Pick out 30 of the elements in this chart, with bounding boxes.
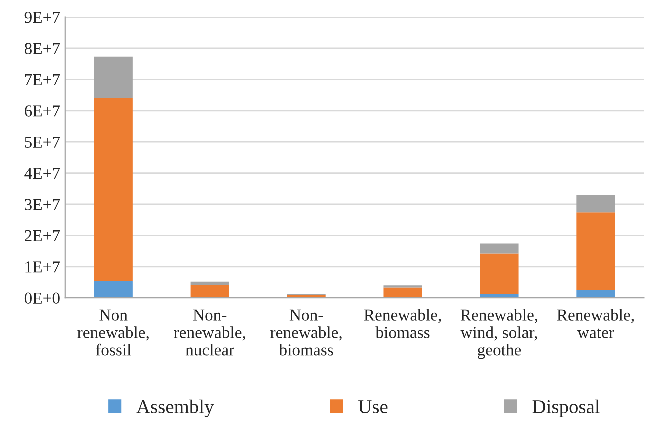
legend-label: Use: [358, 400, 388, 414]
y-tick-label: 0E+0: [24, 292, 60, 304]
y-tick-label: 6E+7: [25, 106, 60, 117]
bar: [576, 290, 616, 298]
y-tick-label: 7E+7: [25, 74, 60, 86]
bar: [576, 212, 616, 290]
bar: [384, 288, 422, 298]
bar: [94, 98, 133, 282]
legend-label: Assembly: [136, 400, 214, 418]
y-tick-label: 8E+7: [24, 43, 60, 54]
bar: [94, 281, 133, 298]
y-tick-label: 1E+7: [26, 262, 60, 273]
y-tick-label: 9E+7: [24, 12, 60, 24]
legend-label: Disposal: [532, 400, 600, 418]
x-tick-label: Non- renewable, nuclear: [174, 310, 246, 356]
y-tick-label: 2E+7: [25, 230, 60, 242]
x-tick-label: Renewable, water: [557, 309, 634, 338]
y-tick-label: 5E+7: [25, 136, 60, 148]
y-tick-label: 4E+7: [24, 168, 60, 180]
bar: [94, 56, 133, 98]
bar: [190, 284, 230, 298]
x-tick-label: Non renewable, fossil: [78, 310, 149, 356]
x-tick-label: Renewable, wind, solar, geothe: [460, 309, 538, 360]
bar: [576, 195, 616, 213]
bar: [480, 244, 519, 254]
y-tick-label: 3E+7: [25, 199, 60, 210]
x-tick-label: Non- renewable, biomass: [270, 310, 342, 356]
bar: [190, 282, 230, 285]
bar: [480, 254, 519, 294]
x-tick-label: Renewable, biomass: [364, 309, 442, 338]
